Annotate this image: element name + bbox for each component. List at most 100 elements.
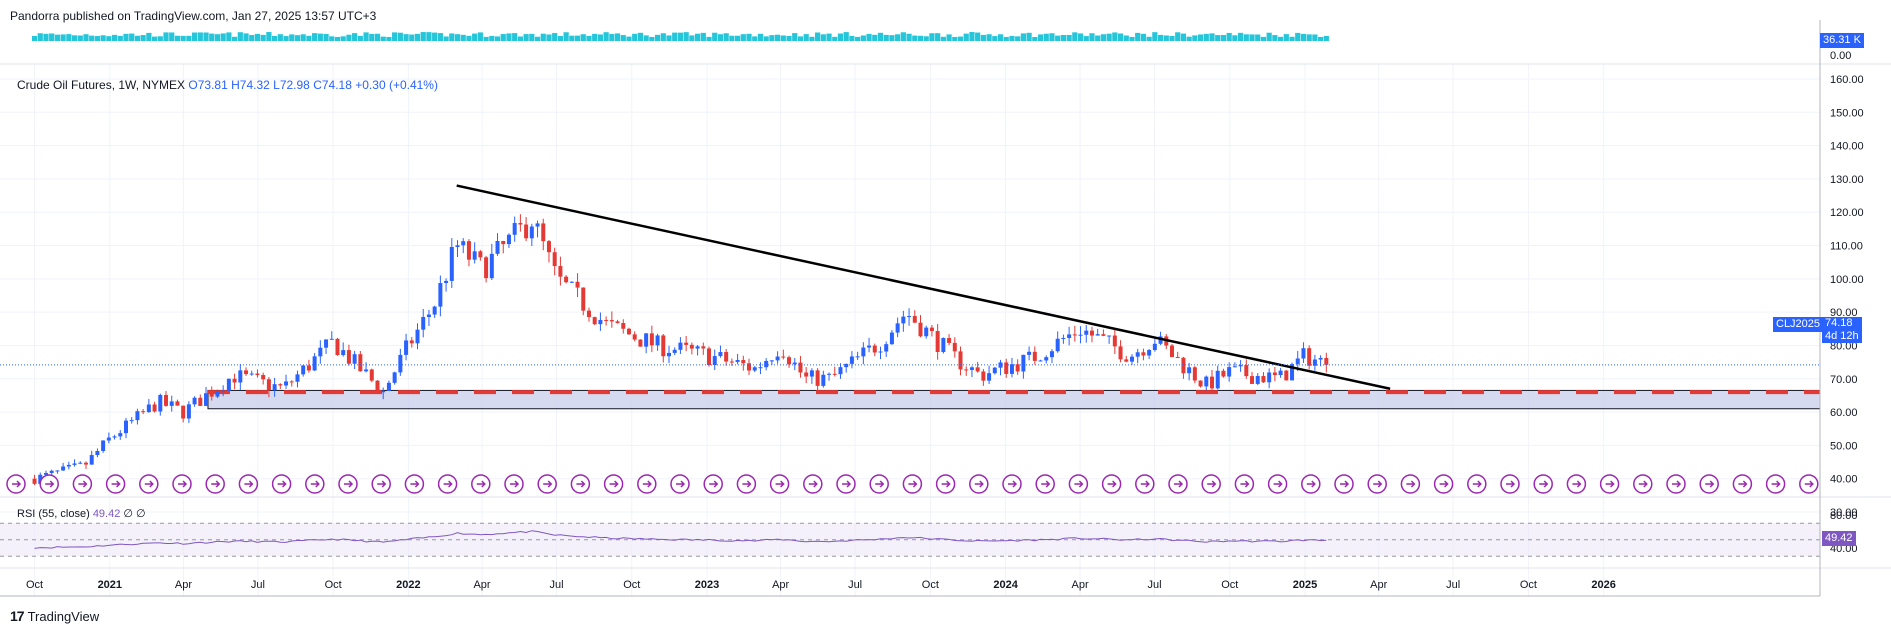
event-marker-arrow [1340, 480, 1350, 488]
candle-body [352, 354, 357, 364]
candle-body [66, 464, 71, 467]
candle-body [112, 436, 117, 438]
candle-body [621, 323, 626, 329]
volume-bar [574, 35, 581, 41]
volume-bar [1060, 34, 1066, 41]
volume-bar [614, 33, 621, 41]
volume-bar [306, 35, 312, 41]
candle-body [472, 251, 477, 260]
volume-bar [397, 32, 403, 41]
candle-body [186, 404, 191, 419]
price-tick-label: 150.00 [1830, 107, 1864, 119]
candle-body [1261, 376, 1266, 383]
event-marker-icon [603, 474, 624, 494]
candle-body [775, 356, 780, 361]
candle-body [1049, 351, 1054, 358]
event-marker-icon [338, 474, 358, 494]
event-marker-icon [1765, 474, 1786, 494]
candle-body [758, 367, 763, 369]
volume-bar [1300, 33, 1307, 41]
candle-body [381, 390, 386, 393]
event-marker-arrow [1506, 480, 1516, 488]
candle-body [1004, 362, 1009, 374]
candle-body [546, 241, 551, 253]
event-marker-arrow [1472, 480, 1482, 488]
volume-bar [1043, 33, 1049, 41]
event-marker-arrow [1240, 480, 1250, 488]
candle-body [867, 345, 872, 348]
event-marker-icon [238, 474, 259, 494]
volume-bar [677, 32, 684, 41]
volume-bar [449, 33, 455, 41]
volume-bar [929, 33, 935, 41]
event-marker-arrow [1439, 480, 1449, 488]
candle-body [804, 372, 809, 377]
candle-body [83, 462, 88, 465]
volume-bar [277, 34, 283, 41]
tradingview-brand[interactable]: 17 TradingView [10, 608, 99, 624]
rsi-legend-value: 49.42 [92, 508, 121, 520]
candle-body [415, 329, 420, 344]
candle-body [175, 401, 180, 406]
candle-body [672, 349, 677, 353]
candle-body [1198, 380, 1203, 387]
event-marker-icon [172, 474, 192, 494]
event-marker-arrow [576, 480, 586, 488]
event-marker-icon [703, 474, 723, 494]
candle-body [729, 361, 734, 363]
candle-body [1295, 358, 1300, 365]
event-marker-arrow [1174, 480, 1184, 488]
symbol-name[interactable]: Crude Oil Futures, 1W, NYMEX [17, 78, 186, 92]
candle-body [1118, 346, 1123, 360]
candle-body [1307, 348, 1312, 366]
candle-body [409, 340, 414, 344]
volume-bar [117, 35, 123, 41]
event-marker-icon [471, 474, 491, 494]
volume-bar [472, 33, 478, 41]
rsi-legend[interactable]: RSI (55, close) 49.42 ∅ ∅ [17, 507, 146, 520]
candle-body [1124, 359, 1129, 362]
volume-bar [100, 35, 106, 41]
volume-bar [254, 33, 261, 41]
candle-body [146, 404, 151, 413]
volume-bar [620, 35, 626, 41]
price-tick-label: 60.00 [1830, 407, 1858, 419]
event-marker-arrow [1306, 480, 1316, 488]
candle-body [404, 340, 409, 355]
volume-bar [775, 34, 781, 41]
candle-body [101, 440, 106, 451]
volume-bar [1266, 32, 1272, 41]
candle-body [169, 401, 174, 406]
volume-bar [900, 32, 906, 41]
volume-bar [1095, 35, 1101, 41]
candle-body [712, 356, 717, 366]
event-marker-icon [1599, 474, 1620, 494]
candle-body [1078, 334, 1083, 336]
candle-body [958, 351, 963, 370]
event-marker-arrow [742, 480, 752, 488]
volume-bar [1100, 34, 1107, 41]
event-marker-arrow [1273, 480, 1283, 488]
volume-bar [952, 36, 958, 41]
time-tick-label: Apr [1072, 579, 1089, 591]
time-tick-label: Oct [1221, 579, 1238, 591]
event-marker-icon [72, 474, 93, 494]
volume-bar [134, 35, 141, 41]
candle-body [1147, 350, 1152, 356]
volume-bar [826, 33, 832, 41]
volume-bar [220, 33, 226, 41]
candle-body [255, 373, 260, 376]
volume-bar [1135, 32, 1141, 41]
time-tick-label: Jul [549, 579, 563, 591]
candle-body [724, 352, 729, 362]
candle-body [261, 375, 266, 380]
time-tick-label: Oct [922, 579, 939, 591]
volume-bar [163, 32, 169, 41]
volume-bar [454, 34, 461, 41]
volume-bar [700, 32, 706, 41]
volume-bar [1146, 36, 1152, 41]
candle-body [1215, 370, 1220, 389]
volume-bar [906, 33, 912, 41]
volume-bar [654, 34, 661, 41]
